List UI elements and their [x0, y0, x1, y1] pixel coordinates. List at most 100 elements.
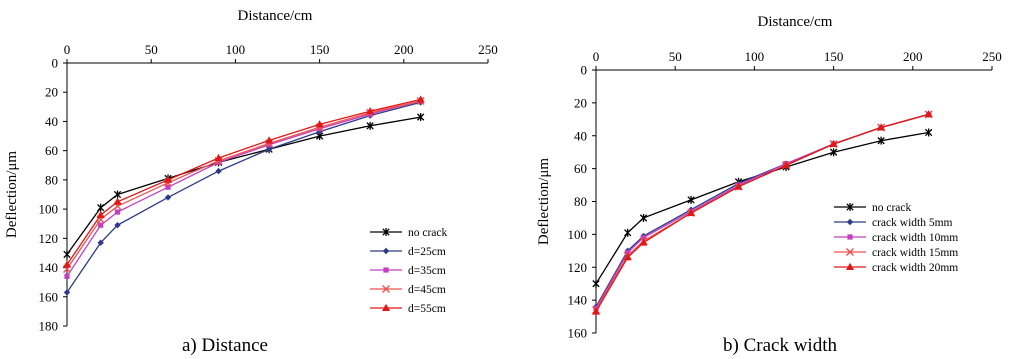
data-point-4-7	[366, 107, 375, 115]
legend-label: crack width 20mm	[872, 262, 958, 274]
data-point-2-2	[114, 209, 121, 215]
legend-marker	[382, 247, 390, 255]
data-point-0-1	[97, 203, 105, 212]
legend-marker	[382, 228, 390, 236]
legend-marker	[846, 218, 854, 226]
data-point-0-7	[366, 121, 374, 130]
data-point-4-0	[63, 260, 71, 268]
data-point-4-3	[164, 175, 173, 183]
legend-marker	[382, 285, 390, 293]
data-point-2-1	[98, 222, 104, 228]
y-tick-label: 160	[568, 326, 588, 341]
x-tick-label: 250	[982, 49, 1002, 64]
x-tick-label: 250	[478, 42, 498, 57]
data-point-2-4	[215, 159, 222, 165]
data-point-4-4	[214, 153, 223, 161]
data-point-4-6	[829, 139, 838, 147]
series-line-2	[66, 100, 421, 277]
legend-label: crack width 10mm	[872, 232, 958, 244]
data-point-0-8	[924, 128, 933, 137]
data-point-4-0	[592, 307, 600, 315]
data-point-2-0	[64, 273, 70, 279]
data-point-2-3	[165, 184, 171, 190]
y-tick-label: 160	[39, 289, 59, 304]
x-tick-label: 200	[394, 42, 414, 57]
x-tick-label: 200	[903, 49, 923, 64]
data-point-1-4	[215, 167, 222, 175]
y-tick-label: 140	[568, 293, 588, 308]
data-point-4-5	[265, 136, 274, 144]
x-axis-title: Distance/cm	[238, 8, 313, 24]
data-point-4-8	[416, 95, 425, 103]
data-point-0-8	[416, 113, 425, 122]
data-point-1-3	[164, 194, 172, 201]
data-point-1-5	[265, 146, 273, 153]
data-point-0-3	[687, 195, 695, 204]
y-tick-label: 40	[574, 128, 587, 143]
data-point-4-5	[782, 161, 791, 169]
x-tick-label: 50	[145, 42, 158, 57]
x-axis-title: Distance/cm	[758, 14, 833, 30]
data-point-4-1	[96, 210, 105, 218]
y-axis-title: Deflection/μm	[536, 158, 552, 246]
data-point-1-0	[63, 289, 71, 296]
data-point-1-1	[97, 239, 104, 246]
legend-label: crack width 5mm	[872, 217, 953, 229]
legend-marker	[847, 234, 853, 240]
legend-marker	[382, 303, 390, 311]
x-tick-label: 150	[310, 42, 330, 57]
data-point-2-5	[266, 142, 272, 148]
legend-marker	[846, 262, 854, 270]
y-tick-label: 100	[39, 202, 59, 217]
legend-label: crack width 15mm	[872, 247, 958, 259]
data-point-0-0	[63, 250, 71, 259]
y-tick-label: 60	[574, 161, 587, 176]
y-tick-label: 120	[39, 231, 59, 246]
y-tick-label: 180	[39, 319, 59, 334]
y-tick-label: 120	[568, 260, 588, 275]
data-point-0-1	[624, 228, 632, 237]
data-point-4-7	[877, 123, 886, 131]
data-point-0-6	[829, 148, 838, 157]
chart-a-distance: 0 50 100 150 200 250 0 20 40 60 80 100 120 140 160 180 D…	[4, 8, 498, 356]
data-point-4-8	[924, 110, 933, 118]
y-tick-label: 0	[581, 63, 588, 78]
chart-b-crack-width: 0 50 100 150 200 250 0 20 40 60 80 100 120 140 160 Dist…	[536, 14, 1002, 356]
series-line-0	[66, 116, 421, 255]
chart-caption: b) Crack width	[723, 335, 837, 356]
data-point-0-7	[877, 136, 885, 145]
x-tick-label: 150	[824, 49, 844, 64]
legend-marker	[383, 267, 389, 273]
legend-marker	[846, 203, 854, 211]
x-tick-label: 100	[226, 42, 246, 57]
chart-caption: a) Distance	[182, 335, 268, 356]
legend-label: d=55cm	[408, 303, 446, 315]
legend-label: d=45cm	[408, 284, 446, 296]
legend-label: no crack	[408, 227, 448, 239]
legend-marker	[846, 248, 854, 256]
y-axis-title: Deflection/μm	[4, 151, 20, 239]
y-tick-label: 20	[45, 85, 58, 100]
data-point-4-3	[687, 208, 696, 217]
legend-label: no crack	[872, 202, 912, 214]
x-tick-label: 0	[593, 49, 600, 64]
y-tick-label: 100	[568, 227, 588, 242]
data-point-4-2	[639, 238, 648, 246]
data-point-1-2	[114, 221, 121, 229]
legend-label: d=25cm	[408, 246, 446, 258]
x-tick-label: 0	[64, 42, 71, 57]
data-point-2-2	[640, 235, 647, 241]
x-tick-label: 100	[745, 49, 765, 64]
legend-label: d=35cm	[408, 265, 446, 277]
y-tick-label: 80	[574, 194, 587, 209]
data-point-0-0	[592, 279, 600, 288]
y-tick-label: 80	[45, 172, 58, 187]
y-tick-label: 140	[39, 260, 59, 275]
series-line-4	[66, 98, 421, 265]
data-point-4-2	[113, 197, 122, 205]
data-point-2-6	[317, 126, 323, 132]
data-point-0-2	[639, 213, 648, 222]
data-point-0-2	[113, 190, 122, 199]
data-point-4-4	[734, 182, 743, 190]
